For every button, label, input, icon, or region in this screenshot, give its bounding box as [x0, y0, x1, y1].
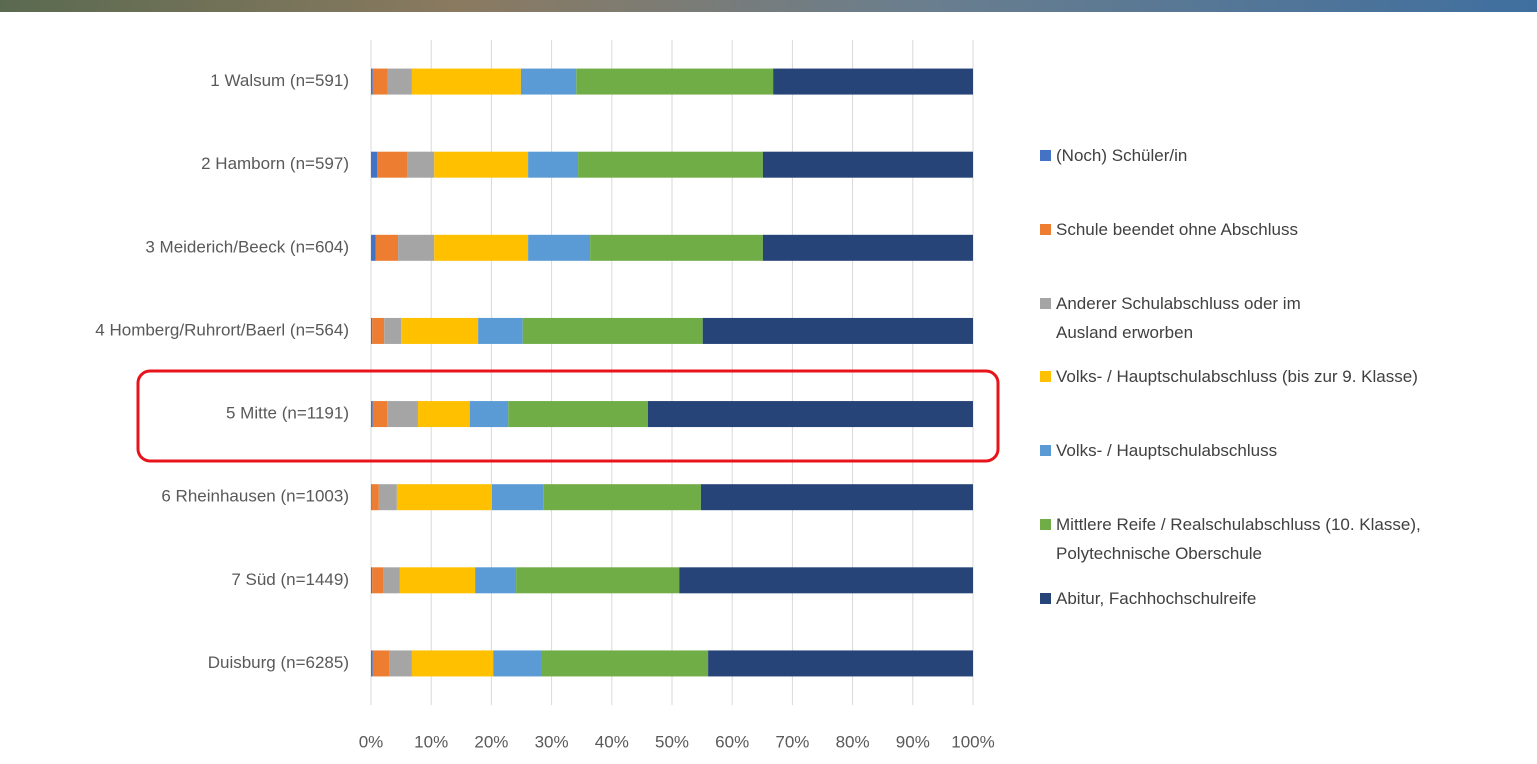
y-tick-label: 7 Süd (n=1449): [231, 570, 349, 589]
legend-swatch: [1040, 593, 1051, 604]
legend-label: Mittlere Reife / Realschulabschluss (10.…: [1056, 510, 1520, 568]
bar-segment: [408, 152, 434, 178]
legend-item: Anderer Schulabschluss oder im Ausland e…: [1040, 289, 1330, 347]
legend-label: Volks- / Hauptschulabschluss (bis zur 9.…: [1056, 362, 1418, 391]
legend-label: Schule beendet ohne Abschluss: [1056, 215, 1298, 244]
bar-segment: [679, 567, 973, 593]
legend-swatch: [1040, 298, 1051, 309]
y-tick-label: 1 Walsum (n=591): [210, 71, 349, 90]
bar-segment: [701, 484, 973, 510]
y-tick-label: 2 Hamborn (n=597): [201, 154, 349, 173]
bar-segment: [372, 318, 384, 344]
legend-swatch: [1040, 371, 1051, 382]
legend-label: Abitur, Fachhochschulreife: [1056, 584, 1256, 613]
bar-segment: [470, 401, 509, 427]
bar-segment: [763, 235, 973, 261]
x-tick-label: 50%: [655, 732, 689, 751]
legend-swatch: [1040, 519, 1051, 530]
bar-segment: [401, 318, 478, 344]
bar-segment: [478, 318, 523, 344]
bar-segment: [373, 650, 389, 676]
bar-segment: [371, 567, 372, 593]
bar-segment: [418, 401, 470, 427]
x-tick-label: 80%: [836, 732, 870, 751]
bar-segment: [773, 69, 973, 95]
bar-segment: [398, 235, 434, 261]
bar-segment: [389, 650, 412, 676]
legend-swatch: [1040, 224, 1051, 235]
y-tick-label: 6 Rheinhausen (n=1003): [161, 487, 349, 506]
x-tick-label: 40%: [595, 732, 629, 751]
bar-segment: [400, 567, 475, 593]
y-tick-label: Duisburg (n=6285): [208, 653, 349, 672]
x-tick-label: 70%: [775, 732, 809, 751]
bar-segment: [492, 484, 544, 510]
y-tick-label: 3 Meiderich/Beeck (n=604): [145, 237, 349, 256]
bar-segment: [373, 69, 388, 95]
bar-segment: [384, 318, 401, 344]
banner-photo: [0, 0, 1537, 12]
bar-segment: [412, 650, 493, 676]
bar-segment: [475, 567, 516, 593]
bar-segment: [371, 401, 373, 427]
legend-item: Volks- / Hauptschulabschluss (bis zur 9.…: [1040, 362, 1520, 391]
bar-segment: [516, 567, 679, 593]
legend-item: (Noch) Schüler/in: [1040, 141, 1520, 170]
bar-segment: [708, 650, 973, 676]
x-tick-label: 20%: [474, 732, 508, 751]
bar-segment: [576, 69, 773, 95]
legend-item: Mittlere Reife / Realschulabschluss (10.…: [1040, 510, 1520, 568]
bar-segment: [379, 484, 397, 510]
bar-segment: [373, 401, 387, 427]
x-tick-label: 60%: [715, 732, 749, 751]
bar-segment: [703, 318, 973, 344]
legend-label: Volks- / Hauptschulabschluss: [1056, 436, 1277, 465]
bar-segment: [371, 318, 372, 344]
bar-segment: [387, 401, 418, 427]
x-tick-label: 10%: [414, 732, 448, 751]
bar-segment: [528, 235, 590, 261]
legend-item: Schule beendet ohne Abschluss: [1040, 215, 1520, 244]
bar-segment: [434, 152, 528, 178]
y-tick-label: 4 Homberg/Ruhrort/Baerl (n=564): [95, 320, 349, 339]
legend-label: Anderer Schulabschluss oder im Ausland e…: [1056, 289, 1330, 347]
legend-swatch: [1040, 150, 1051, 161]
bar-segment: [371, 235, 376, 261]
y-tick-label: 5 Mitte (n=1191): [226, 404, 349, 423]
legend-item: Abitur, Fachhochschulreife: [1040, 584, 1520, 613]
bar-segment: [544, 484, 701, 510]
bar-segment: [377, 152, 408, 178]
bar-segment: [434, 235, 528, 261]
bar-segment: [371, 69, 373, 95]
page: {"chart_data": {"type": "stacked-barh", …: [0, 0, 1537, 764]
bar-segment: [493, 650, 542, 676]
x-tick-label: 0%: [359, 732, 384, 751]
bar-segment: [578, 152, 763, 178]
grid: 0% 10% 20% 30% 40% 50% 60% 70% 80% 90% 100% 1 Walsu…: [95, 40, 994, 751]
bar-segment: [523, 318, 703, 344]
bar-segment: [372, 567, 383, 593]
x-tick-label: 30%: [535, 732, 569, 751]
bar-segment: [508, 401, 648, 427]
bar-segment: [376, 235, 398, 261]
bar-segment: [371, 650, 373, 676]
bar-segment: [412, 69, 521, 95]
legend-label: (Noch) Schüler/in: [1056, 141, 1187, 170]
bar-segment: [590, 235, 763, 261]
x-tick-label: 90%: [896, 732, 930, 751]
bar-segment: [372, 484, 379, 510]
bar-segment: [371, 152, 377, 178]
bar-segment: [528, 152, 578, 178]
bar-segment: [388, 69, 412, 95]
bar-segment: [542, 650, 708, 676]
legend-item: Volks- / Hauptschulabschluss: [1040, 436, 1520, 465]
bar-segment: [371, 484, 372, 510]
bar-segment: [521, 69, 576, 95]
x-tick-label: 100%: [951, 732, 994, 751]
bar-segment: [648, 401, 973, 427]
bar-segment: [763, 152, 973, 178]
legend-swatch: [1040, 445, 1051, 456]
bar-segment: [397, 484, 492, 510]
bar-segment: [383, 567, 400, 593]
